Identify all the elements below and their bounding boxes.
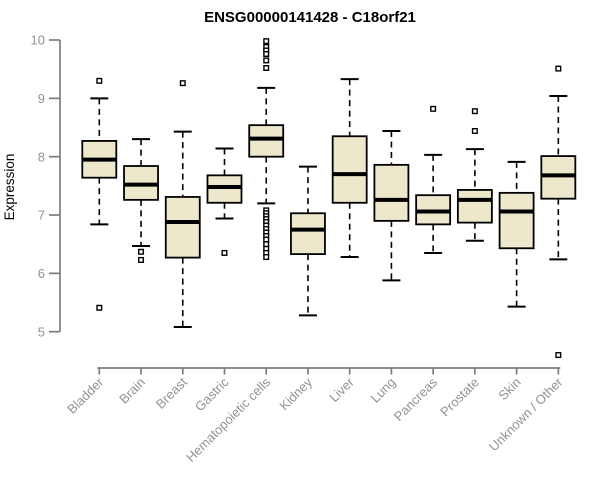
y-tick-label: 8 [38, 149, 45, 164]
x-tick-label: Kidney [276, 374, 315, 413]
iqr-box [164, 196, 201, 259]
x-tick-label: Brain [116, 375, 148, 407]
outlier-point [221, 249, 228, 256]
outlier-point [263, 57, 270, 64]
box-pancreas [415, 105, 452, 254]
outlier-point [96, 77, 103, 84]
iqr-box [456, 189, 493, 224]
box-lung [373, 130, 410, 282]
outlier-point [263, 236, 270, 243]
outlier-point [138, 248, 145, 255]
x-tick-label: Pancreas [391, 374, 441, 424]
outlier-point [138, 256, 145, 263]
x-tick-label: Bladder [64, 374, 107, 417]
outlier-point [263, 51, 270, 58]
box-brain [123, 138, 159, 263]
outlier-point [96, 304, 103, 311]
box-breast [164, 80, 201, 329]
box-kidney [290, 165, 326, 317]
x-tick-label: Skin [495, 375, 523, 403]
y-axis-label: Expression [2, 154, 17, 221]
x-tick-label: Liver [326, 374, 357, 405]
y-tick-label: 6 [38, 266, 45, 281]
x-tick-label: Unknown / Other [486, 374, 566, 454]
outlier-point [555, 352, 562, 359]
chart-title: ENSG00000141428 - C18orf21 [204, 9, 416, 26]
box-liver [331, 78, 368, 259]
outlier-point [263, 65, 270, 72]
y-tick-label: 9 [38, 91, 45, 106]
outlier-point [555, 65, 562, 72]
box-prostate [456, 108, 493, 242]
iqr-box [373, 163, 410, 222]
box-unknown-other [540, 65, 577, 359]
x-tick-label: Lung [367, 375, 398, 406]
y-tick-label: 5 [38, 324, 45, 339]
iqr-box [290, 212, 326, 256]
y-axis: 5 6 7 8 9 10 [31, 33, 61, 339]
box-series [81, 38, 577, 359]
iqr-box [498, 191, 535, 250]
outlier-point [430, 105, 437, 112]
iqr-box [206, 174, 243, 204]
iqr-box [540, 155, 577, 200]
x-tick-label: Prostate [437, 375, 482, 420]
outlier-point [263, 254, 270, 261]
box-gastric [206, 147, 243, 256]
box-hematopoietic-cells [248, 38, 285, 261]
box-skin [498, 160, 535, 308]
outlier-point [179, 80, 186, 87]
outlier-point [471, 128, 478, 135]
x-tick-label: Gastric [192, 374, 232, 414]
y-tick-label: 7 [38, 208, 45, 223]
iqr-box [331, 135, 368, 204]
outlier-point [263, 38, 270, 45]
outlier-point [471, 108, 478, 115]
x-tick-label: Breast [153, 374, 190, 411]
y-tick-label: 10 [31, 33, 45, 48]
box-bladder [81, 77, 118, 311]
outlier-point [263, 241, 270, 248]
iqr-box [248, 124, 285, 158]
